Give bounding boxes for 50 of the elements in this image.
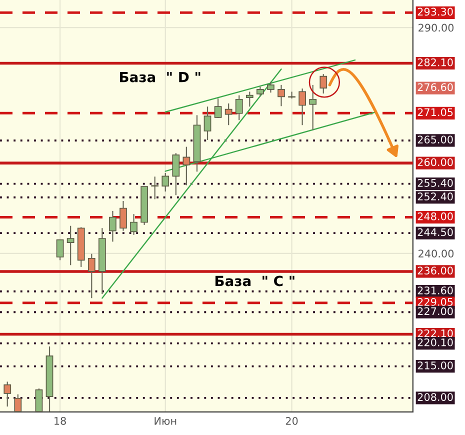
candlestick <box>151 176 159 200</box>
candlestick <box>4 381 12 408</box>
candlestick <box>182 146 190 186</box>
ref-line-label: 215.00 <box>418 361 453 370</box>
annotation: База " D " <box>120 72 200 82</box>
candlestick <box>214 98 222 118</box>
ref-line-label: 293.30 <box>418 8 453 16</box>
candlestick <box>162 172 170 192</box>
candlestick <box>267 81 274 94</box>
ref-line-label: 248.00 <box>418 212 453 220</box>
candlestick <box>235 94 243 121</box>
candlestick <box>246 91 254 108</box>
candlestick <box>66 225 74 266</box>
candlestick <box>35 388 43 412</box>
x-tick-label: 18 <box>54 416 66 425</box>
candlestick <box>204 106 212 141</box>
ref-line-label: 282.10 <box>418 58 453 66</box>
candlestick <box>278 84 285 107</box>
candlestick <box>256 86 264 97</box>
ref-line-label: 208.00 <box>418 393 453 401</box>
ref-line-label: 271.05 <box>418 108 453 116</box>
ref-line-label: 222.10 <box>418 329 453 338</box>
candlestick <box>109 210 116 242</box>
ref-line-label: 220.10 <box>418 338 453 346</box>
ref-line-label: 265.00 <box>418 136 453 144</box>
candlestick <box>88 253 96 299</box>
candlestick <box>309 84 317 131</box>
ref-line-label: 260.00 <box>418 158 453 166</box>
candlestick <box>224 102 232 126</box>
ref-line-label: 227.00 <box>418 307 453 316</box>
ref-line-label: 252.40 <box>418 192 453 200</box>
y-tick-label: 240.00 <box>418 250 454 258</box>
x-tick-label: Июн <box>154 417 176 425</box>
ref-line-label: 244.50 <box>418 228 453 236</box>
candlestick <box>298 88 306 126</box>
ref-line-label: 255.40 <box>418 178 453 187</box>
candlestick <box>120 200 127 232</box>
candlestick <box>14 394 22 412</box>
ref-line-label: 231.60 <box>418 286 453 294</box>
candlestick <box>56 239 64 261</box>
candlestick <box>320 74 328 94</box>
candlestick <box>172 152 180 196</box>
candlestick <box>288 91 296 100</box>
y-tick-label: 290.00 <box>418 24 454 32</box>
ref-line-label: 236.00 <box>418 266 453 274</box>
annotation: База " C " <box>215 276 294 286</box>
candlestick <box>130 214 138 236</box>
text: 276.60 <box>418 83 453 92</box>
x-tick-label: 20 <box>286 416 298 425</box>
ref-line-label: 229.05 <box>418 298 453 306</box>
